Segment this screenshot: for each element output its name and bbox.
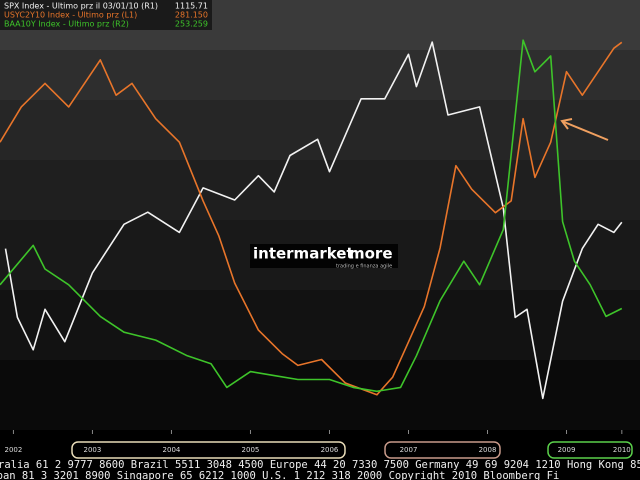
legend-bg bbox=[0, 0, 212, 30]
watermark: intermarket more trading e finanza agile bbox=[250, 244, 398, 270]
annotation-arrow bbox=[560, 118, 609, 141]
period-box bbox=[384, 441, 501, 459]
legend-last: 1115.71 bbox=[175, 2, 208, 11]
legend-label: USYC2Y10 Index - Ultimo prz (L1) bbox=[4, 11, 137, 20]
x-tick-label: 2010 bbox=[613, 446, 631, 454]
watermark-brand2: more bbox=[349, 245, 393, 263]
series-line bbox=[4, 41, 623, 400]
bands bbox=[0, 0, 640, 360]
legend-last: 281.150 bbox=[175, 11, 208, 20]
x-tick-label: 2006 bbox=[321, 446, 339, 454]
series-line bbox=[0, 39, 623, 393]
x-tick-label: 2005 bbox=[242, 446, 260, 454]
legend-label: BAA10Y Index - Ultimo prz (R2) bbox=[4, 20, 129, 29]
x-tick-label: 2008 bbox=[479, 446, 497, 454]
plot bbox=[0, 39, 623, 400]
legend-label: SPX Index - Ultimo prz il 03/01/10 (R1) bbox=[4, 2, 158, 11]
x-axis: 2002 2003 2004 2005 2006 2007 2008 2009 2010 bbox=[5, 430, 631, 454]
legend-last: 253.259 bbox=[175, 20, 208, 29]
x-tick-label: 2004 bbox=[163, 446, 181, 454]
x-tick-label: 2003 bbox=[84, 446, 102, 454]
watermark-brand: intermarket bbox=[253, 245, 354, 263]
x-tick-label: 2002 bbox=[5, 446, 23, 454]
x-tick-label: 2007 bbox=[400, 446, 418, 454]
footer-line: Japan 81 3 3201 8900 Singapore 65 6212 1… bbox=[0, 470, 559, 480]
period-box bbox=[547, 441, 633, 459]
axis-strip bbox=[0, 430, 640, 458]
watermark-tagline: trading e finanza agile bbox=[336, 264, 392, 270]
x-tick-label: 2009 bbox=[558, 446, 576, 454]
period-box bbox=[71, 441, 346, 459]
footer-line: ralia 61 2 9777 8600 Brazil 5511 3048 45… bbox=[0, 459, 640, 471]
legend: SPX Index - Ultimo prz il 03/01/10 (R1) 1… bbox=[4, 2, 208, 29]
